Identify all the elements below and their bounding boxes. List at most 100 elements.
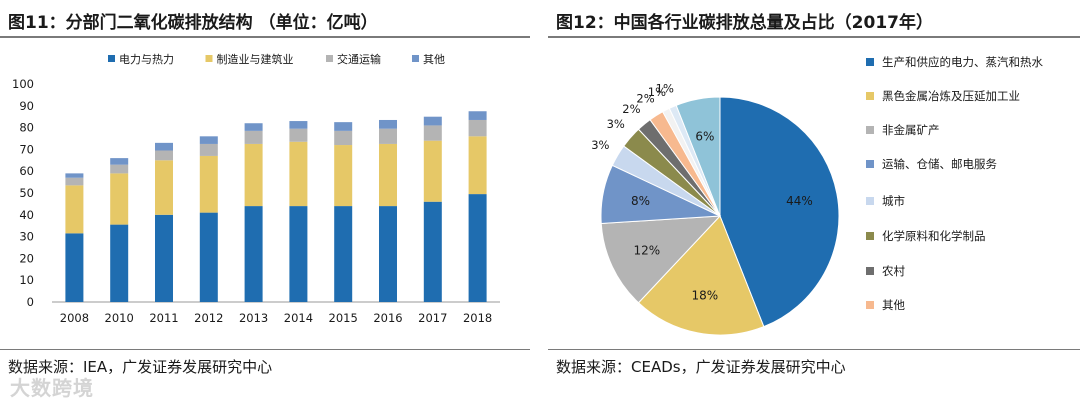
bar-segment	[110, 173, 129, 225]
bar-segment	[65, 173, 84, 178]
bar-legend-swatch	[108, 55, 115, 62]
pie-legend-swatch	[866, 58, 874, 66]
x-tick-label: 2018	[463, 311, 492, 325]
pie-data-label: 18%	[692, 288, 719, 302]
bar-legend-item: 交通运输	[326, 52, 381, 66]
x-tick-label: 2017	[418, 311, 447, 325]
right-bottom-rule	[548, 349, 1080, 350]
pie-data-label: 44%	[786, 194, 813, 208]
y-tick-label: 10	[19, 273, 34, 287]
bar-legend-label: 制造业与建筑业	[217, 52, 294, 66]
pie-data-label: 1%	[648, 85, 666, 99]
bar-segment	[379, 206, 397, 302]
bar-legend-label: 电力与热力	[119, 53, 174, 66]
pie-slice	[719, 96, 840, 328]
stacked-bar-chart: 电力与热力 制造业与建筑业 交通运输 其他 0 10 20 30 40 50 60 70 80 90 100…	[12, 52, 500, 325]
y-tick-label: 40	[19, 208, 34, 222]
pie-legend-swatch	[866, 301, 874, 309]
bar-segment	[289, 141, 308, 207]
pie-slice	[637, 215, 765, 336]
y-tick-label: 50	[19, 186, 34, 200]
pie-legend-swatch	[866, 267, 874, 275]
left-source-note: 数据来源：IEA，广发证券发展研究中心	[8, 358, 273, 376]
left-bottom-rule	[0, 349, 530, 350]
bar-legend-swatch	[412, 55, 419, 62]
bar-segment	[334, 145, 353, 207]
pie-legend-swatch	[866, 232, 874, 240]
bar-legend-item: 制造业与建筑业	[205, 52, 294, 66]
x-tick-label: 2010	[105, 311, 134, 325]
y-tick-label: 60	[19, 164, 34, 178]
bar-segment	[155, 214, 173, 302]
x-tick-label: 2016	[373, 311, 402, 325]
bar-legend-item: 其他	[412, 53, 445, 66]
bar-legend-label: 其他	[423, 53, 445, 66]
pie-legend-swatch	[866, 126, 874, 134]
pie-data-label: 6%	[695, 130, 714, 144]
pie-legend-label: 城市	[882, 194, 905, 208]
bar-segment	[110, 224, 129, 302]
pie-legend-label: 农村	[882, 264, 905, 278]
bar-segment	[334, 122, 353, 131]
bar-segment	[468, 119, 487, 137]
pie-data-label: 1%	[656, 81, 674, 95]
y-tick-label: 0	[27, 295, 34, 309]
left-panel: 图11：分部门二氧化碳排放结构 （单位：亿吨） 电力与热力 制造业与建筑业 交通运输…	[0, 0, 530, 405]
pie-legend-swatch	[866, 197, 874, 205]
bar-segment	[334, 130, 353, 146]
bar-segment	[468, 136, 487, 195]
pie-data-label: 8%	[631, 194, 650, 208]
pie-legend-label: 其他	[882, 298, 905, 312]
bar-segment	[244, 206, 263, 302]
bar-segment	[155, 150, 173, 161]
bar-segment	[379, 128, 397, 144]
right-chart-title: 图12：中国各行业碳排放总量及占比（2017年）	[556, 13, 933, 33]
watermark-logo: 大数跨境	[10, 376, 94, 400]
bar-segment	[379, 143, 397, 207]
pie-legend-label: 生产和供应的电力、蒸汽和热水	[882, 55, 1043, 69]
pie-data-label: 2%	[636, 92, 654, 106]
pie-legend-label: 非金属矿产	[882, 123, 940, 137]
bar-segment	[289, 128, 308, 142]
bar-segment	[155, 160, 173, 215]
bar-legend-label: 交通运输	[337, 52, 381, 66]
bar-segment	[289, 206, 308, 302]
bar-segment	[244, 130, 263, 144]
x-tick-label: 2015	[329, 311, 358, 325]
bar-segment	[423, 201, 442, 302]
right-source-note: 数据来源：CEADs，广发证券发展研究中心	[556, 358, 846, 376]
bar-segment	[110, 164, 129, 174]
pie-legend-label: 化学原料和化学制品	[882, 229, 986, 243]
x-tick-label: 2013	[239, 311, 268, 325]
bar-segment	[423, 140, 442, 202]
x-tick-label: 2008	[60, 311, 89, 325]
bar-legend-swatch	[326, 55, 333, 62]
bar-segment	[65, 177, 84, 186]
y-tick-label: 70	[19, 142, 34, 156]
right-title-rule	[548, 36, 1080, 38]
bar-segment	[468, 111, 487, 120]
y-axis: 0 10 20 30 40 50 60 70 80 90 100	[12, 77, 34, 309]
left-title-rule	[0, 36, 530, 38]
y-tick-label: 80	[19, 121, 34, 135]
pie-slices	[600, 96, 840, 336]
pie-legend-swatch	[866, 160, 874, 168]
bar-legend: 电力与热力 制造业与建筑业 交通运输 其他	[108, 52, 445, 66]
pie-legend-label: 运输、仓储、邮电服务	[882, 157, 997, 171]
bar-segment	[155, 142, 173, 151]
bar-segment	[65, 233, 84, 302]
pie-data-label: 2%	[622, 102, 640, 116]
y-tick-label: 20	[19, 251, 34, 265]
y-tick-label: 90	[19, 99, 34, 113]
bar-segment	[244, 143, 263, 207]
bar-segment	[379, 119, 397, 129]
bar-segment	[423, 116, 442, 126]
bar-segment	[199, 136, 218, 144]
pie-data-label: 12%	[633, 243, 660, 257]
pie-slice	[600, 215, 722, 304]
left-chart-title: 图11：分部门二氧化碳排放结构 （单位：亿吨）	[8, 13, 378, 33]
bars	[65, 111, 487, 302]
bar-segment	[468, 194, 487, 302]
bar-segment	[334, 206, 353, 302]
bar-segment	[199, 212, 218, 302]
